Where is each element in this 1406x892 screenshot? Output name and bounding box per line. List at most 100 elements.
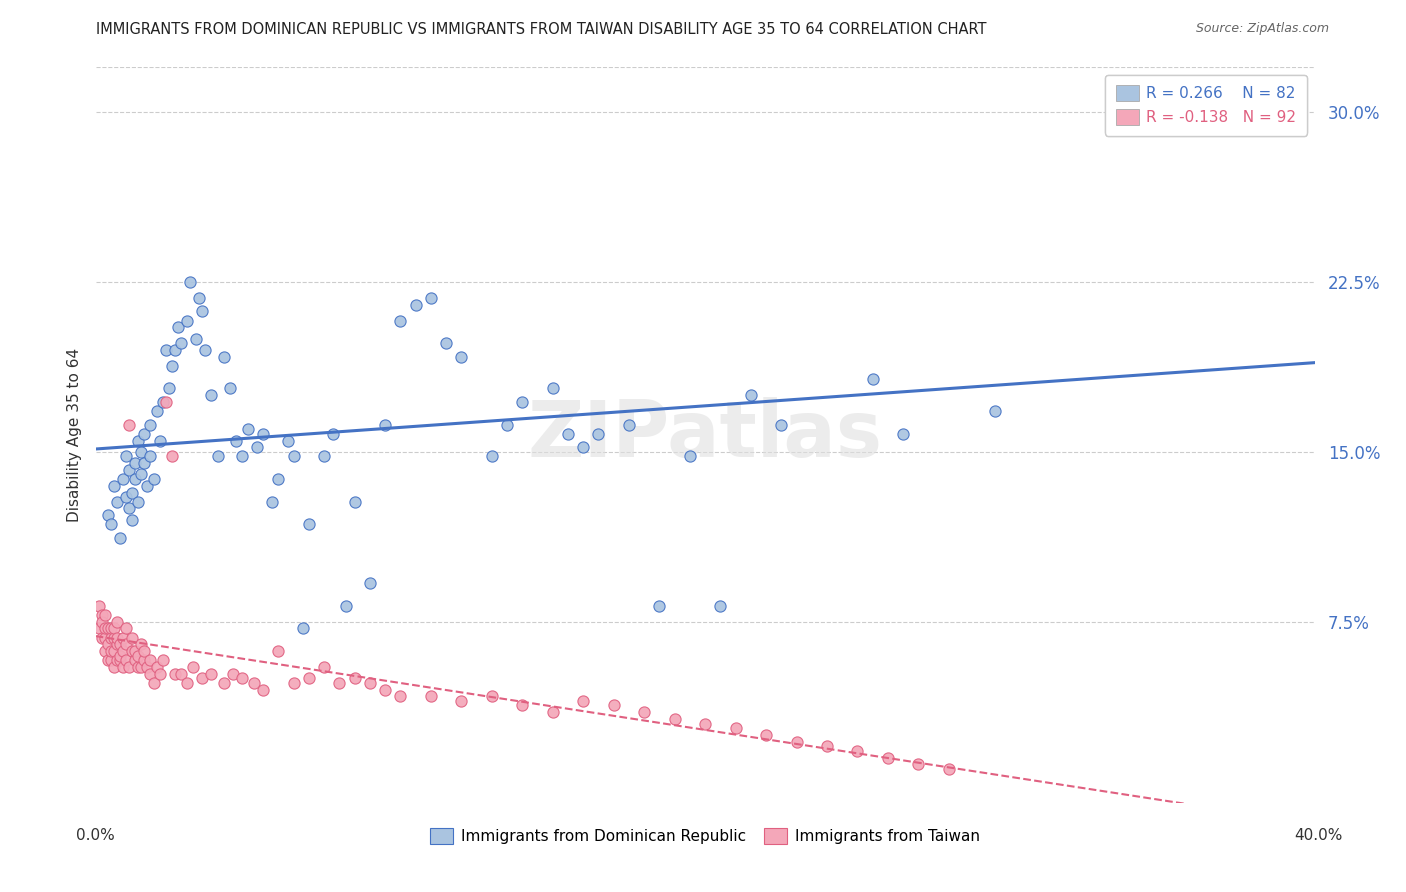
Point (200, 388, 222, 402)
Point (481, 690, 503, 704)
Point (862, 372, 884, 386)
Point (127, 648, 149, 663)
Point (231, 450, 253, 464)
Point (283, 450, 305, 464)
Point (103, 660, 125, 674)
Point (103, 644, 125, 658)
Point (134, 456, 156, 470)
Point (127, 434, 149, 448)
Point (112, 660, 135, 674)
Point (572, 694, 595, 708)
Point (252, 682, 274, 697)
Point (194, 343, 217, 357)
Point (134, 644, 156, 658)
Point (134, 653, 156, 667)
Point (131, 445, 153, 459)
Text: 0.0%: 0.0% (76, 829, 115, 843)
Point (112, 644, 135, 658)
Point (157, 381, 180, 395)
Point (328, 675, 350, 690)
Point (938, 762, 960, 776)
Point (602, 698, 624, 713)
Point (108, 648, 131, 663)
Point (124, 644, 146, 658)
Point (679, 450, 702, 464)
Point (105, 494, 128, 508)
Point (724, 721, 747, 735)
Point (112, 472, 135, 486)
Point (115, 637, 138, 651)
Point (124, 456, 146, 470)
Point (121, 485, 143, 500)
Point (405, 298, 427, 312)
Point (121, 513, 143, 527)
Point (389, 313, 412, 327)
Point (94, 622, 117, 636)
Point (252, 426, 274, 441)
Point (100, 517, 122, 532)
Point (145, 404, 167, 418)
Point (121, 644, 143, 658)
Point (103, 479, 125, 493)
Point (118, 463, 141, 477)
Point (155, 343, 177, 357)
Point (983, 404, 1005, 418)
Point (343, 671, 366, 685)
Point (139, 417, 162, 432)
Point (127, 494, 149, 508)
Point (770, 417, 793, 432)
Point (222, 666, 245, 681)
Legend: R = 0.266    N = 82, R = -0.138   N = 92: R = 0.266 N = 82, R = -0.138 N = 92 (1105, 75, 1308, 136)
Point (108, 637, 131, 651)
Point (815, 739, 838, 754)
Point (291, 622, 314, 636)
Point (695, 716, 717, 731)
Point (152, 653, 174, 667)
Point (225, 434, 247, 448)
Point (246, 440, 269, 454)
Point (163, 666, 186, 681)
Point (163, 343, 186, 357)
Point (419, 291, 441, 305)
Point (846, 744, 869, 758)
Point (105, 653, 128, 667)
Point (617, 417, 640, 432)
Text: 40.0%: 40.0% (1295, 829, 1343, 843)
Point (450, 694, 472, 708)
Point (167, 320, 190, 334)
Point (200, 666, 222, 681)
Point (115, 450, 138, 464)
Point (322, 426, 344, 441)
Text: Source: ZipAtlas.com: Source: ZipAtlas.com (1195, 22, 1329, 36)
Point (100, 622, 122, 636)
Point (298, 671, 321, 685)
Point (97, 653, 120, 667)
Point (118, 660, 141, 674)
Point (664, 712, 686, 726)
Point (108, 653, 131, 667)
Point (877, 750, 900, 764)
Point (149, 666, 172, 681)
Point (588, 426, 610, 441)
Point (314, 660, 336, 674)
Point (191, 304, 214, 318)
Point (541, 381, 564, 395)
Point (335, 599, 357, 613)
Point (343, 494, 366, 508)
Point (124, 653, 146, 667)
Point (389, 690, 412, 704)
Point (124, 472, 146, 486)
Point (170, 336, 193, 351)
Point (118, 417, 141, 432)
Point (115, 490, 138, 504)
Point (277, 434, 299, 448)
Point (131, 467, 153, 482)
Point (90, 631, 112, 645)
Point (118, 501, 141, 516)
Point (97, 622, 120, 636)
Point (1181, 116, 1204, 130)
Point (207, 450, 229, 464)
Point (112, 631, 135, 645)
Text: IMMIGRANTS FROM DOMINICAN REPUBLIC VS IMMIGRANTS FROM TAIWAN DISABILITY AGE 35 T: IMMIGRANTS FROM DOMINICAN REPUBLIC VS IM… (96, 22, 986, 37)
Point (176, 675, 198, 690)
